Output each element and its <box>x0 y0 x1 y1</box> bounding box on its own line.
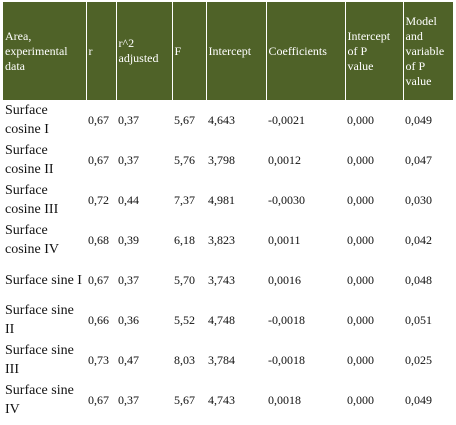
r2-adjusted-cell: 0,47 <box>118 352 139 367</box>
coefficient-cell: -0,0030 <box>268 192 305 207</box>
r2-adjusted-cell: 0,39 <box>118 232 139 247</box>
intercept-p-value-cell: 0,000 <box>347 112 374 127</box>
intercept-cell: 3,798 <box>208 152 235 167</box>
header-intercept-p-value: Intercept of P value <box>345 2 404 100</box>
area-cell: Surface sine III <box>5 343 74 377</box>
coefficient-cell: -0,0018 <box>268 312 305 327</box>
f-cell: 5,67 <box>174 392 195 407</box>
intercept-p-value-cell: 0,000 <box>347 272 374 287</box>
coefficient-cell: 0,0012 <box>268 152 301 167</box>
table-row: Surface cosine I 0,67 0,37 5,67 4,643 -0,0021… <box>3 100 453 140</box>
area-cell: Surface sine IV <box>5 383 74 417</box>
model-p-value-cell: 0,030 <box>405 192 432 207</box>
model-p-value-cell: 0,051 <box>405 312 432 327</box>
header-f: F <box>172 2 207 100</box>
area-cell: Surface cosine III <box>5 183 59 217</box>
intercept-cell: 4,743 <box>208 392 235 407</box>
table-row: Surface sine III 0,73 0,47 8,03 3,784 -0,0018… <box>3 340 453 380</box>
model-p-value-cell: 0,047 <box>405 152 432 167</box>
intercept-cell: 3,823 <box>208 232 235 247</box>
header-intercept: Intercept <box>206 2 267 100</box>
area-cell: Surface sine I <box>5 272 82 288</box>
r2-adjusted-cell: 0,37 <box>118 152 139 167</box>
intercept-cell: 4,748 <box>208 312 235 327</box>
model-p-value-cell: 0,048 <box>405 272 432 287</box>
intercept-p-value-cell: 0,000 <box>347 152 374 167</box>
intercept-cell: 4,643 <box>208 112 235 127</box>
r-cell: 0,67 <box>88 112 109 127</box>
header-r2-adjusted: r^2 adjusted <box>116 2 173 100</box>
intercept-p-value-cell: 0,000 <box>347 352 374 367</box>
f-cell: 8,03 <box>174 352 195 367</box>
header-r: r <box>86 2 117 100</box>
r-cell: 0,67 <box>88 272 109 287</box>
f-cell: 6,18 <box>174 232 195 247</box>
f-cell: 7,37 <box>174 192 195 207</box>
table-body: Surface cosine I 0,67 0,37 5,67 4,643 -0,0021… <box>3 100 453 420</box>
coefficient-cell: 0,0011 <box>268 232 301 247</box>
r-cell: 0,67 <box>88 152 109 167</box>
table-row: Surface sine I 0,67 0,37 5,70 3,743 0,0016 0,0… <box>3 260 453 300</box>
table-header-row: Area, experimental data r r^2 adjusted F… <box>3 2 453 100</box>
area-cell: Surface sine II <box>5 303 74 337</box>
header-area: Area, experimental data <box>3 2 87 100</box>
r2-adjusted-cell: 0,36 <box>118 312 139 327</box>
coefficient-cell: -0,0021 <box>268 112 305 127</box>
regression-results-table: Area, experimental data r r^2 adjusted F… <box>3 2 453 420</box>
model-p-value-cell: 0,049 <box>405 112 432 127</box>
r-cell: 0,68 <box>88 232 109 247</box>
area-cell: Surface cosine IV <box>5 223 60 257</box>
r2-adjusted-cell: 0,37 <box>118 272 139 287</box>
table-row: Surface cosine III 0,72 0,44 7,37 4,981 -0,00… <box>3 180 453 220</box>
r-cell: 0,67 <box>88 392 109 407</box>
r2-adjusted-cell: 0,44 <box>118 192 139 207</box>
area-cell: Surface cosine II <box>5 143 54 177</box>
intercept-p-value-cell: 0,000 <box>347 232 374 247</box>
model-p-value-cell: 0,025 <box>405 352 432 367</box>
r-cell: 0,66 <box>88 312 109 327</box>
f-cell: 5,67 <box>174 112 195 127</box>
intercept-cell: 3,784 <box>208 352 235 367</box>
header-coefficients: Coefficients <box>266 2 346 100</box>
intercept-p-value-cell: 0,000 <box>347 312 374 327</box>
intercept-p-value-cell: 0,000 <box>347 192 374 207</box>
r2-adjusted-cell: 0,37 <box>118 392 139 407</box>
coefficient-cell: 0,0016 <box>268 272 301 287</box>
f-cell: 5,76 <box>174 152 195 167</box>
intercept-cell: 4,981 <box>208 192 235 207</box>
table-row: Surface cosine II 0,67 0,37 5,76 3,798 0,0012… <box>3 140 453 180</box>
intercept-cell: 3,743 <box>208 272 235 287</box>
table-row: Surface sine IV 0,67 0,37 5,67 4,743 0,0018 0,… <box>3 380 453 420</box>
coefficient-cell: -0,0018 <box>268 352 305 367</box>
model-p-value-cell: 0,049 <box>405 392 432 407</box>
r-cell: 0,73 <box>88 352 109 367</box>
header-model-variable-p-value: Model and variable of P value <box>403 2 453 100</box>
table-row: Surface sine II 0,66 0,36 5,52 4,748 -0,0018 0… <box>3 300 453 340</box>
f-cell: 5,52 <box>174 312 195 327</box>
r2-adjusted-cell: 0,37 <box>118 112 139 127</box>
model-p-value-cell: 0,042 <box>405 232 432 247</box>
f-cell: 5,70 <box>174 272 195 287</box>
intercept-p-value-cell: 0,000 <box>347 392 374 407</box>
table-row: Surface cosine IV 0,68 0,39 6,18 3,823 0,0011… <box>3 220 453 260</box>
area-cell: Surface cosine I <box>5 103 49 137</box>
r-cell: 0,72 <box>88 192 109 207</box>
coefficient-cell: 0,0018 <box>268 392 301 407</box>
